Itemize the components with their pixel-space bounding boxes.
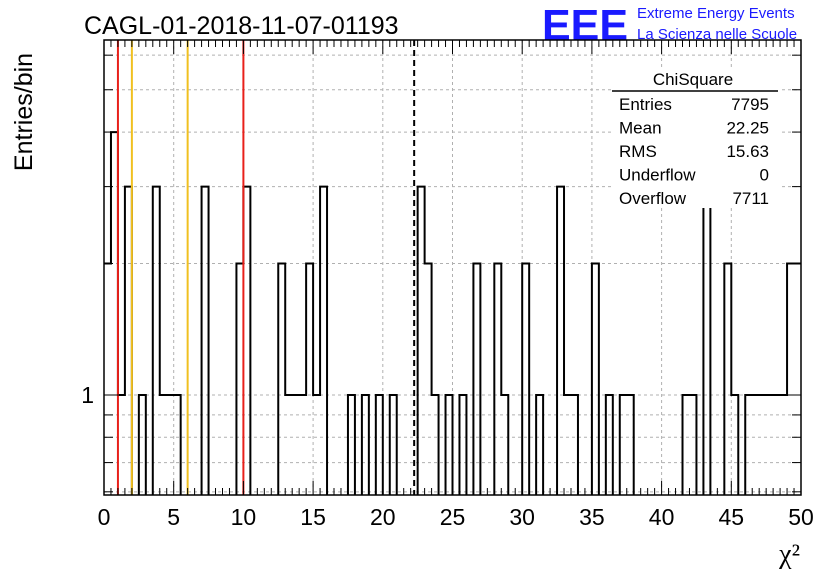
x-tick-label: 25 — [440, 504, 466, 530]
stats-rows: Entries 7795 Mean 22.25 RMS 15.63 Underflow 0 Ov… — [619, 95, 769, 208]
eee-logo: EEE Extreme Energy Events La Scienza nel… — [542, 1, 797, 50]
x-tick-label: 20 — [370, 504, 396, 530]
stats-label: RMS — [619, 142, 657, 161]
y-tick-labels: 1 — [81, 382, 94, 408]
x-tick-label: 10 — [231, 504, 257, 530]
stats-box-bg — [612, 68, 780, 208]
axis-ticks — [103, 40, 802, 495]
logo-line2: La Scienza nelle Scuole — [637, 26, 797, 43]
x-tick-label: 30 — [509, 504, 535, 530]
stats-label: Entries — [619, 95, 672, 114]
y-axis-label: Entries/bin — [10, 53, 38, 171]
x-tick-label: 50 — [788, 504, 814, 530]
x-tick-label: 35 — [579, 504, 605, 530]
x-tick-label: 0 — [98, 504, 111, 530]
stats-label: Mean — [619, 119, 662, 138]
stats-value: 7795 — [731, 95, 769, 114]
stats-title: ChiSquare — [653, 70, 733, 89]
y-tick-label: 1 — [81, 382, 94, 408]
chart-title: CAGL-01-2018-11-07-01193 — [84, 12, 399, 40]
stats-label: Underflow — [619, 166, 696, 185]
logo-line1: Extreme Energy Events — [637, 5, 795, 22]
x-tick-label: 15 — [300, 504, 326, 530]
x-tick-label: 5 — [167, 504, 180, 530]
stats-box: ChiSquare Entries 7795 Mean 22.25 RMS 15.63 Un… — [612, 68, 780, 208]
x-axis-label: χ² — [778, 539, 800, 570]
stats-value: 15.63 — [726, 142, 769, 161]
marker-lines — [116, 40, 416, 495]
x-tick-label: 45 — [719, 504, 745, 530]
stats-value: 22.25 — [726, 119, 769, 138]
x-tick-labels: 0 5 10 15 20 25 30 35 40 45 50 — [98, 504, 814, 530]
histogram-outline — [104, 131, 801, 495]
x-tick-label: 40 — [649, 504, 675, 530]
stats-value: 7711 — [732, 189, 769, 208]
stats-label: Overflow — [619, 189, 687, 208]
stats-value: 0 — [760, 166, 769, 185]
